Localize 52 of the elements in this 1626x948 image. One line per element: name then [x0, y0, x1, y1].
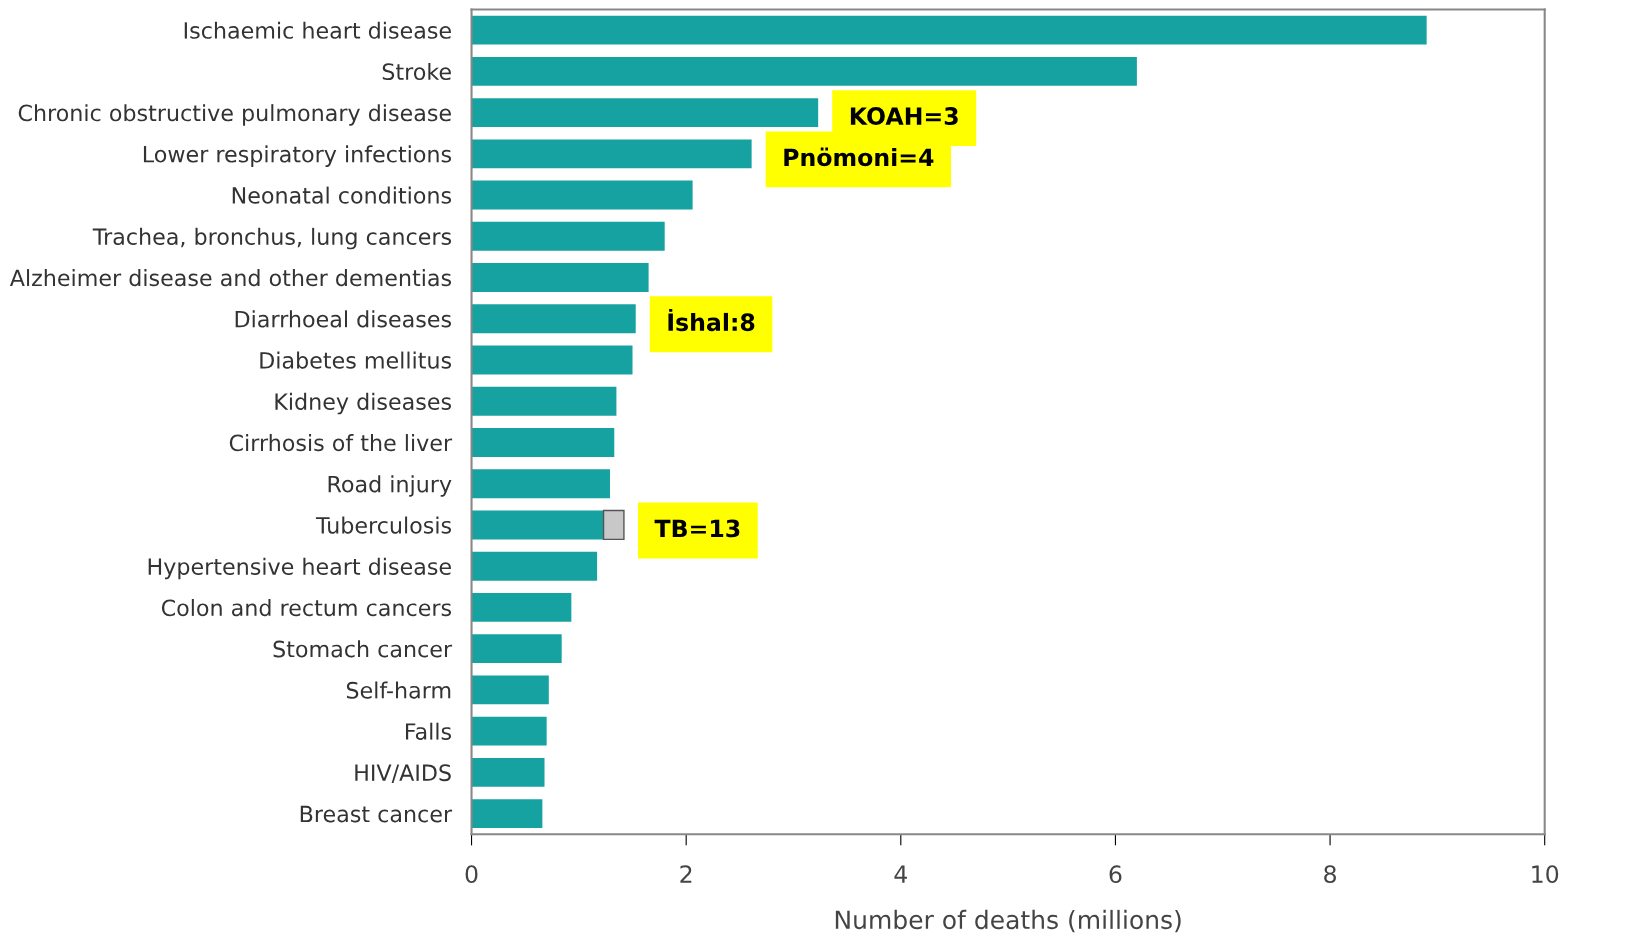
y-tick-label: Trachea, bronchus, lung cancers — [92, 227, 452, 250]
bar — [471, 345, 633, 375]
x-tick-label: 4 — [894, 865, 907, 883]
bar — [471, 469, 610, 499]
annotation: İshal:8 — [668, 308, 755, 332]
bar — [471, 634, 562, 664]
y-tick-label: Diarrhoeal diseases — [235, 310, 452, 328]
bar — [602, 509, 625, 541]
annotation: TB=13 — [654, 519, 740, 538]
bar — [471, 98, 819, 128]
y-tick-label: Stomach cancer — [273, 640, 453, 658]
bar — [471, 716, 547, 746]
y-tick-label: HIV/AIDS — [355, 764, 451, 783]
y-tick-label: Chronic obstructive pulmonary disease — [18, 104, 451, 126]
y-tick-label: Diabetes mellitus — [260, 351, 452, 369]
y-tick-label: Stroke — [382, 62, 451, 81]
x-tick-label: 2 — [680, 865, 692, 883]
y-tick-label: Falls — [405, 722, 452, 740]
bar — [471, 56, 1137, 86]
bar — [471, 180, 693, 210]
bar — [471, 551, 598, 581]
bar — [471, 139, 752, 169]
bar — [471, 510, 604, 540]
bar — [471, 428, 615, 457]
bar — [471, 799, 543, 829]
x-tick-label: 8 — [1324, 865, 1336, 884]
y-tick-label: Ischaemic heart disease — [184, 21, 451, 39]
y-tick-label: Tuberculosis — [315, 516, 452, 534]
bar — [471, 757, 545, 787]
y-tick-label: Cirrhosis of the liver — [229, 434, 453, 452]
bar — [471, 675, 549, 705]
annotation: KOAH=3 — [850, 107, 958, 125]
bar — [471, 15, 1427, 45]
bar — [471, 221, 665, 251]
annotation: Pnömoni=4 — [784, 147, 934, 167]
bar — [471, 386, 617, 416]
x-tick-label: 10 — [1532, 865, 1559, 884]
bar — [471, 263, 649, 292]
x-tick-label: 6 — [1109, 865, 1122, 884]
x-tick-label: 0 — [465, 865, 478, 884]
y-tick-label: Lower respiratory infections — [143, 145, 452, 167]
bar — [471, 593, 572, 622]
y-tick-label: Hypertensive heart disease — [148, 557, 451, 580]
bar — [471, 304, 636, 334]
y-tick-label: Alzheimer disease and other dementias — [9, 269, 452, 287]
x-axis-title: Number of deaths (millions) — [835, 909, 1181, 933]
y-tick-label: Neonatal conditions — [232, 186, 452, 204]
y-tick-label: Colon and rectum cancers — [161, 598, 452, 617]
y-tick-label: Kidney diseases — [275, 392, 452, 415]
y-tick-label: Breast cancer — [300, 805, 453, 823]
y-tick-label: Self-harm — [346, 681, 451, 699]
y-tick-label: Road injury — [328, 475, 452, 497]
